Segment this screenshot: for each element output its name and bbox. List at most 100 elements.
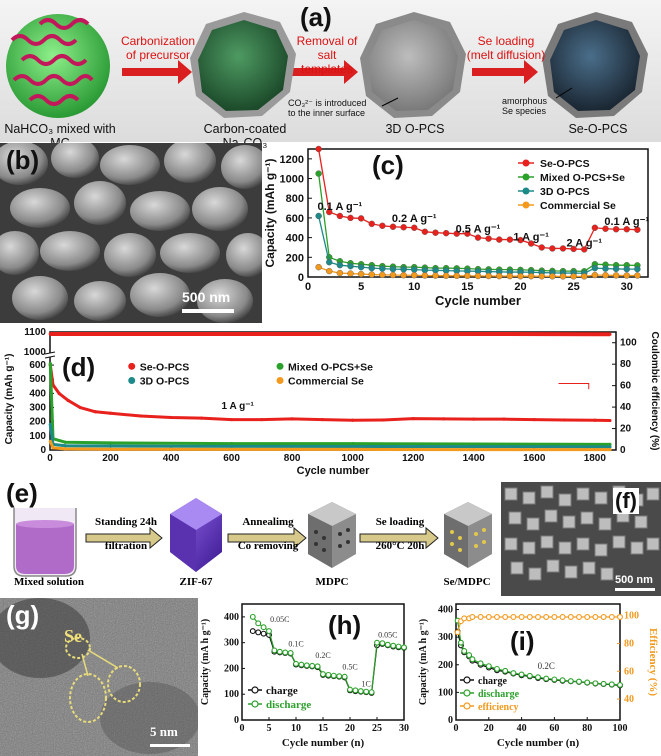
- data-point: [368, 689, 375, 696]
- data-point: [315, 263, 322, 271]
- data-point: [330, 672, 337, 679]
- y-axis-label: Capacity (mAh g⁻¹): [263, 158, 277, 267]
- data-point: [538, 244, 545, 251]
- data-point: [432, 267, 439, 274]
- data-point: [357, 270, 365, 278]
- data-point: [526, 614, 533, 620]
- data-point: [421, 266, 429, 274]
- x-tick-label: 10: [291, 723, 301, 734]
- y-tick-label: 200: [286, 252, 304, 264]
- step-e1-line1: Standing 24h: [94, 516, 158, 528]
- panel-a-illustration: [6, 12, 648, 118]
- x-tick-label: 200: [102, 453, 119, 464]
- data-point: [453, 230, 460, 237]
- data-point: [347, 262, 354, 270]
- panel-f-sem-image: (f) 500 nm: [501, 482, 661, 596]
- x-tick-label: 40: [517, 723, 527, 734]
- data-point: [357, 263, 365, 271]
- step-a1-line2: of precursor: [125, 48, 191, 62]
- data-point: [472, 445, 476, 449]
- data-point: [600, 614, 607, 620]
- data-point: [549, 245, 556, 252]
- data-point: [48, 362, 52, 366]
- x-tick-label: 20: [514, 281, 526, 293]
- zif67-crystal-icon: [170, 498, 222, 572]
- y-axis-label: Capacity (mAh g⁻¹): [4, 354, 15, 445]
- data-point: [400, 224, 407, 231]
- rate-label: 0.2C: [315, 651, 330, 660]
- data-point: [389, 223, 397, 230]
- axis-break-mark: [44, 351, 56, 355]
- data-point: [477, 614, 484, 620]
- data-point: [78, 405, 82, 410]
- se-mdpc-particle-icon: [444, 502, 492, 568]
- y-tick-label: 1100: [24, 327, 46, 338]
- data-point: [255, 629, 262, 636]
- data-point: [608, 445, 612, 449]
- data-point: [485, 272, 492, 280]
- x-tick-label: 15: [318, 723, 328, 734]
- data-point: [298, 661, 305, 668]
- step-e2-line2: Co removing: [237, 540, 299, 552]
- data-point: [389, 265, 397, 273]
- data-point: [347, 214, 354, 222]
- x-tick-label: 0: [240, 723, 245, 734]
- data-point: [567, 678, 574, 685]
- data-point: [63, 440, 67, 444]
- data-point: [108, 411, 113, 415]
- data-point: [400, 272, 407, 279]
- data-point: [442, 272, 450, 279]
- data-point: [608, 442, 612, 446]
- data-point: [357, 215, 365, 222]
- beaker-icon: [13, 508, 77, 577]
- data-point: [432, 229, 439, 236]
- data-point: [570, 273, 577, 280]
- sem-texture: [0, 143, 262, 323]
- caption-se-mdpc: Se/MDPC: [443, 576, 491, 588]
- y2-axis-label: Coulombic efficiency (%): [649, 332, 660, 451]
- data-point: [230, 447, 234, 452]
- data-point: [559, 614, 566, 620]
- x-axis-label: Cycle number (n): [282, 737, 365, 749]
- panel-b-sem-image: (b) 500 nm: [0, 143, 262, 323]
- data-point: [526, 672, 533, 679]
- panel-c-chart: 0 5 10 15 20 25 30 0 200 400 600 800 1000 1200 Cycle n…: [263, 145, 649, 308]
- se-note-line2: Se species: [502, 106, 547, 116]
- data-point: [612, 226, 620, 233]
- step-e1-label: Standing 24h filtration: [86, 510, 166, 558]
- data-point: [411, 266, 418, 273]
- data-point: [411, 272, 418, 279]
- data-point: [108, 444, 113, 448]
- data-point: [453, 272, 460, 280]
- x-tick-label: 100: [613, 723, 628, 734]
- y-tick-label: 0: [448, 715, 453, 726]
- caption-zif67: ZIF-67: [179, 576, 213, 588]
- data-point: [441, 417, 446, 421]
- panel-f-scale-bar: [615, 588, 655, 591]
- y-tick-label: 300: [29, 403, 46, 414]
- x-tick-label: 5: [267, 723, 272, 734]
- data-point: [351, 444, 355, 449]
- legend-label: Commercial Se: [540, 200, 616, 212]
- rate-label: 1C: [362, 679, 371, 688]
- data-point: [249, 613, 256, 620]
- data-point: [457, 639, 464, 646]
- legend-label: Mixed O-PCS+Se: [288, 361, 373, 373]
- caption-mdpc: MDPC: [315, 576, 349, 588]
- rate-label: 0.1 A g⁻¹: [318, 201, 363, 213]
- y2-tick-label: 100: [620, 338, 637, 349]
- data-point: [502, 667, 509, 674]
- x-axis-label: Cycle number (n): [497, 737, 580, 749]
- data-point: [535, 674, 541, 681]
- stage-caption-4: Se-O-PCS: [568, 122, 628, 136]
- data-point: [502, 417, 506, 421]
- y-axis-label: Capacity (mA h g⁻¹): [418, 619, 429, 705]
- data-point: [282, 649, 289, 656]
- data-point: [315, 212, 322, 220]
- data-point: [584, 614, 591, 620]
- legend-label: Mixed O-PCS+Se: [540, 172, 625, 184]
- se-opcs-particle-icon: [542, 12, 648, 118]
- data-point: [389, 271, 397, 279]
- legend-label: discharge: [266, 699, 311, 711]
- data-point: [255, 620, 262, 627]
